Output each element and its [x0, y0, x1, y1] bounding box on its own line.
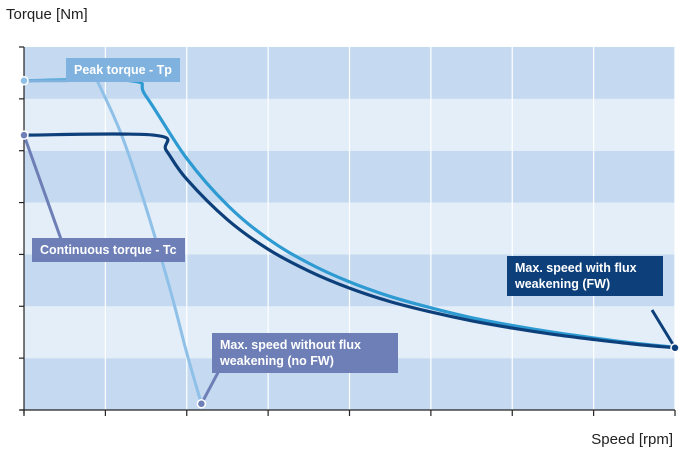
peak-torque-label: Peak torque - Tp — [66, 58, 180, 82]
max-speed-fw-point — [670, 343, 680, 353]
max-speed-fw-label: Max. speed with flux weakening (FW) — [507, 256, 663, 296]
max-speed-no-fw-point — [196, 399, 207, 409]
continuous-torque-label: Continuous torque - Tc — [32, 238, 185, 262]
continuous-torque-point — [19, 130, 29, 140]
leader-fw — [650, 309, 677, 349]
series-line-continuous — [22, 132, 677, 350]
peak-torque-point — [19, 75, 29, 86]
y-axis-title: Torque [Nm] — [6, 6, 88, 23]
max-speed-no-fw-label: Max. speed without flux weakening (no FW… — [212, 333, 398, 373]
leader-continuous — [22, 134, 64, 243]
series-line-peak — [22, 77, 677, 349]
x-axis-title: Speed [rpm] — [591, 431, 673, 448]
